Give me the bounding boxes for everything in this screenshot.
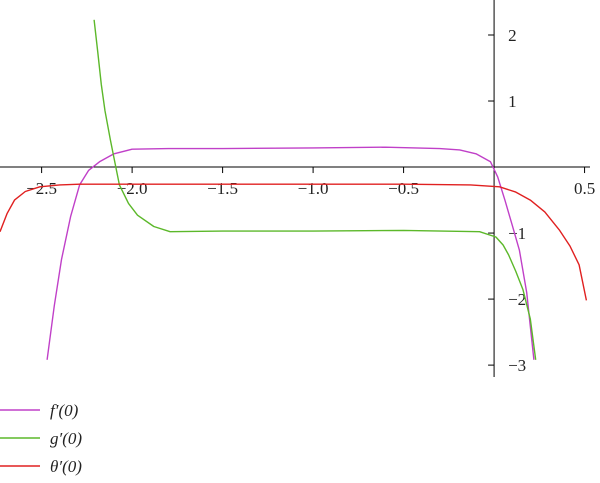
y-tick-label: 2 (508, 26, 516, 45)
x-tick-label: −1.0 (298, 179, 329, 198)
x-tick-label: −0.5 (388, 179, 419, 198)
y-tick-label: 1 (508, 92, 516, 111)
x-tick-label: 0.5 (574, 179, 595, 198)
y-tick-label: −3 (508, 356, 526, 375)
x-tick-label: −1.5 (207, 179, 238, 198)
legend-label: g′(0) (50, 429, 82, 448)
legend-label: θ′(0) (50, 457, 82, 476)
series-line (0, 183, 588, 301)
x-tick-label: −2.5 (26, 179, 57, 198)
legend-label: f′(0) (50, 401, 79, 420)
y-tick-label: −2 (508, 290, 526, 309)
series-line (46, 146, 535, 360)
series-line (93, 19, 537, 360)
